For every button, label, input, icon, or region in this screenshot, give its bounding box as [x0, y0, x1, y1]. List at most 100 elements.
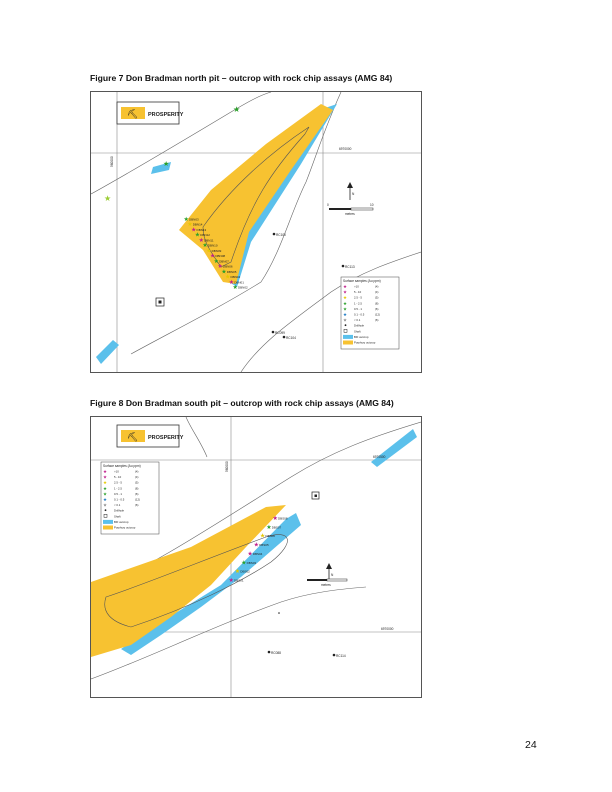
drillhole-rc088	[267, 650, 271, 654]
drillhole-rc100	[272, 232, 276, 236]
legend-item-label: Shaft	[354, 329, 361, 333]
legend-star: ★	[343, 290, 348, 295]
legend-item-label: < 0.1	[354, 318, 361, 322]
sample-label: DBN13	[197, 228, 207, 232]
sample-star: ★	[241, 559, 246, 566]
sample-label: DBN12	[200, 233, 210, 237]
legend-item-label: Porphyry outcrop	[114, 526, 136, 530]
figure-7-samples: ★ DBN03★ DBN14★ DBN13★ DBN12★ DBN11★ DBN10★ DBN…	[184, 216, 249, 291]
legend-star: ★	[343, 312, 348, 317]
track-line-top	[185, 417, 208, 458]
figure-7-scale-10: 10	[370, 203, 374, 207]
legend-item-label: 0.5 - 1	[114, 492, 122, 496]
pit-outline	[202, 126, 310, 268]
legend-item-count: (8)	[135, 486, 138, 490]
sample-star: ★	[214, 258, 219, 265]
figure-7-caption: Figure 7 Don Bradman north pit – outcrop…	[90, 73, 393, 83]
sample-label: DBN01	[234, 280, 244, 284]
figure-8-logo: ⛏ PROSPERITY	[116, 424, 184, 448]
sample-star: ★	[210, 253, 215, 260]
sample-label: DBN04	[230, 275, 240, 279]
sample-star: ★	[254, 542, 259, 549]
figure-8-scale-unit: metres	[321, 583, 331, 587]
figure-8-samples: ★ DBS08★ DBS07★ DBS06★ DBS05★ DBS04★ DBS03★ DBS…	[229, 515, 288, 584]
sample-label: DBN07	[219, 259, 229, 263]
sample-star: ★	[187, 221, 192, 228]
legend-item-label: < 0.1	[114, 503, 121, 507]
sample-label: DBN09	[212, 249, 222, 253]
legend-item-label: 1 - 2.5	[114, 486, 122, 490]
legend-item-count: (6)	[375, 307, 378, 311]
legend-item-label: >10	[114, 470, 119, 474]
legend-star: ★	[103, 497, 108, 502]
legend-item-count: (4)	[135, 470, 138, 474]
legend-drillhole-symbol	[104, 509, 107, 512]
figure-8-map-canvas: RC088 RC114 ★ DBS08★ DBS07★ DBS06★ DBS05★ DBS…	[91, 417, 421, 697]
sample-star: ★	[225, 274, 230, 281]
legend-item-label: Drillhole	[354, 324, 365, 328]
legend-item-label: 5 - 10	[114, 475, 122, 479]
sample-star: ★	[195, 232, 200, 239]
legend-item-count: (12)	[375, 313, 380, 317]
drillhole-rc114	[332, 653, 336, 657]
legend-item-count: (6)	[135, 492, 138, 496]
sample-label: DBS08	[278, 517, 288, 521]
legend-item-count: (5)	[135, 481, 138, 485]
shaft-symbol-core	[158, 300, 162, 304]
legend-swatch	[343, 340, 353, 345]
legend-star: ★	[343, 284, 348, 289]
figure-7-logo: ⛏ PROSPERITY	[116, 101, 184, 125]
sample-star: ★	[217, 263, 222, 270]
legend-star: ★	[343, 306, 348, 311]
sample-label: DBS05	[259, 543, 269, 547]
sample-label: DBS01	[234, 579, 244, 583]
sample-star-outlier-2: ★	[104, 194, 111, 203]
legend-item-count: (4)	[135, 475, 138, 479]
sample-star: ★	[229, 279, 234, 286]
legend-item-label: 0.1 - 0.5	[354, 313, 365, 317]
legend-item-count: (4)	[375, 285, 378, 289]
sample-star: ★	[191, 226, 196, 233]
sample-star: ★	[233, 284, 238, 291]
pit-outline	[104, 534, 288, 628]
legend-item-label: 1 - 2.5	[354, 301, 362, 305]
legend-item-label: 0.5 - 1	[354, 307, 362, 311]
sample-label: DBS06	[265, 534, 275, 538]
sample-label: DBS02	[240, 570, 250, 574]
figure-8-grid-label-easting: 560000	[225, 461, 229, 472]
drillhole-rc099	[271, 330, 275, 334]
drillhole-rc113	[341, 264, 345, 268]
legend-swatch	[343, 334, 353, 339]
porphyry-outcrop	[179, 104, 333, 284]
legend-item-count: (6)	[135, 503, 138, 507]
figure-7-grid-label-easting: 560000	[110, 156, 114, 167]
legend-item-count: (12)	[135, 498, 140, 502]
legend-star: ★	[343, 318, 348, 323]
legend-star: ★	[103, 480, 108, 485]
legend-shaft-symbol	[103, 514, 108, 518]
sample-star: ★	[260, 533, 265, 540]
legend-drillhole-symbol	[344, 324, 347, 327]
legend-item-label: 5 - 10	[354, 290, 362, 294]
figure-8-grid-label-northing-bottom: 6970000	[381, 627, 394, 631]
track-line-lower	[91, 586, 367, 680]
sample-label: DBN14	[193, 223, 203, 227]
legend-title: Surface samples (Au ppm)	[343, 279, 381, 283]
sample-star: ★	[247, 550, 252, 557]
drillhole-label-rc113: RC113	[345, 265, 355, 269]
legend-item-label: BIF outcrop	[354, 335, 369, 339]
sample-label: DBS03	[247, 561, 257, 565]
drillhole-rc104	[282, 335, 286, 339]
sample-star-outlier-3: ★	[163, 160, 169, 168]
sample-star: ★	[221, 268, 226, 275]
sample-star: ★	[184, 216, 189, 223]
logo-glyph: ⛏	[127, 109, 138, 119]
track-line-lower	[130, 92, 342, 355]
legend-item-label: Shaft	[114, 514, 121, 518]
figure-8-caption: Figure 8 Don Bradman south pit – outcrop…	[90, 398, 394, 408]
track-line-bottom	[240, 251, 421, 372]
legend-item-label: 2.5 - 5	[354, 296, 362, 300]
porphyry-outcrop	[91, 505, 286, 657]
legend-star: ★	[103, 503, 108, 508]
figure-7-map-canvas: RC100 RC113 RC099 RC104 ★ ★ ★ ★ DBN03★ DBN…	[91, 92, 421, 372]
